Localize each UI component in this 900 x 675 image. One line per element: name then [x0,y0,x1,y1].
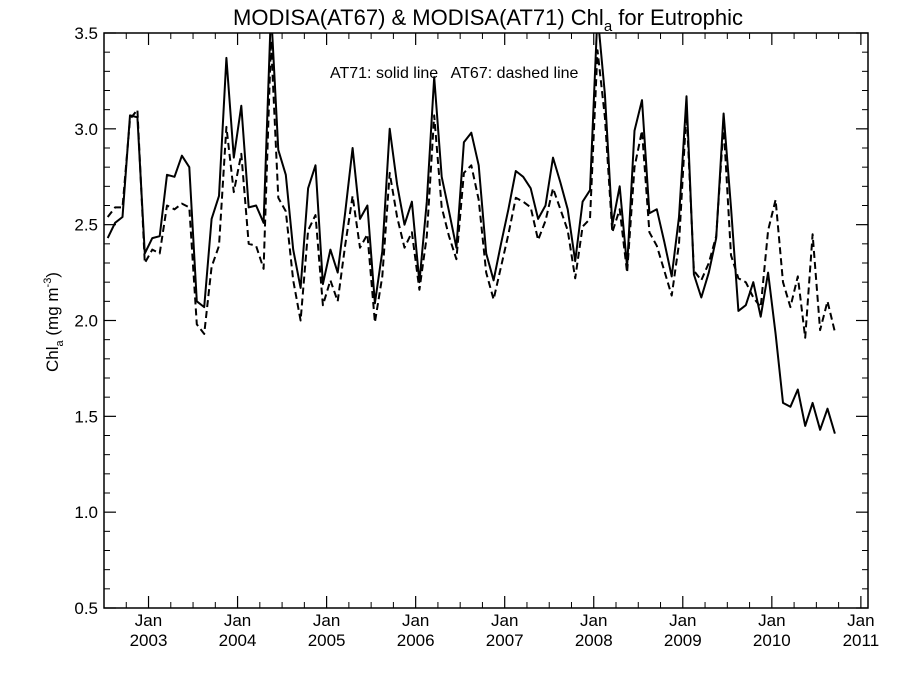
plot-area-border [103,32,869,609]
y-axis-label-subscript: a [54,339,66,346]
x-tick-label-year: 2008 [575,631,613,650]
y-tick-label: 3.0 [74,120,98,139]
y-tick-label: 1.0 [74,503,98,522]
y-axis-label-base: Chl [43,346,62,372]
x-tick-label-month: Jan [135,611,162,630]
y-axis-label-unit: (mg m [43,287,62,340]
x-tick-label-year: 2004 [219,631,257,650]
y-tick-label: 2.0 [74,312,98,331]
y-axis: 0.5 1.0 1.5 2.0 2.5 3.0 3.5 [74,24,868,618]
plot-frame [103,32,869,609]
x-tick-label-month: Jan [758,611,785,630]
series-layer [106,33,836,434]
x-tick-label-year: 2010 [753,631,791,650]
chart-title-tail: for Eutrophic [612,5,743,30]
x-tick-label-year: 2005 [308,631,346,650]
x-tick-label-month: Jan [847,611,874,630]
x-tick-label-month: Jan [313,611,340,630]
x-tick-label-year: 2011 [843,631,880,650]
chart-title: MODISA(AT67) & MODISA(AT71) Chla for Eut… [233,5,743,35]
y-tick-label: 3.5 [74,24,98,43]
chart-title-main: MODISA(AT67) & MODISA(AT71) Chl [233,5,604,30]
x-tick-label-month: Jan [402,611,429,630]
x-axis: Jan2003Jan2004Jan2005Jan2006Jan2007Jan20… [125,33,880,650]
y-axis-label-superscript: -3 [42,278,54,288]
x-tick-label-month: Jan [224,611,251,630]
x-tick-label-year: 2009 [664,631,702,650]
x-tick-label-month: Jan [491,611,518,630]
chart-title-subscript: a [604,18,613,35]
chart-annotation: AT71: solid line AT67: dashed line [330,65,579,82]
y-axis-label: Chla (mg m-3) [42,272,66,372]
x-tick-label-year: 2007 [486,631,524,650]
y-tick-label: 2.5 [74,216,98,235]
x-tick-label-year: 2006 [397,631,435,650]
x-tick-label-month: Jan [580,611,607,630]
y-tick-label: 1.5 [74,407,98,426]
series-line-at67 [106,39,836,339]
x-tick-label-year: 2003 [130,631,168,650]
y-tick-label: 0.5 [74,599,98,618]
y-axis-label-close: ) [43,272,62,278]
x-tick-label-month: Jan [669,611,696,630]
series-line-at71 [106,33,836,434]
